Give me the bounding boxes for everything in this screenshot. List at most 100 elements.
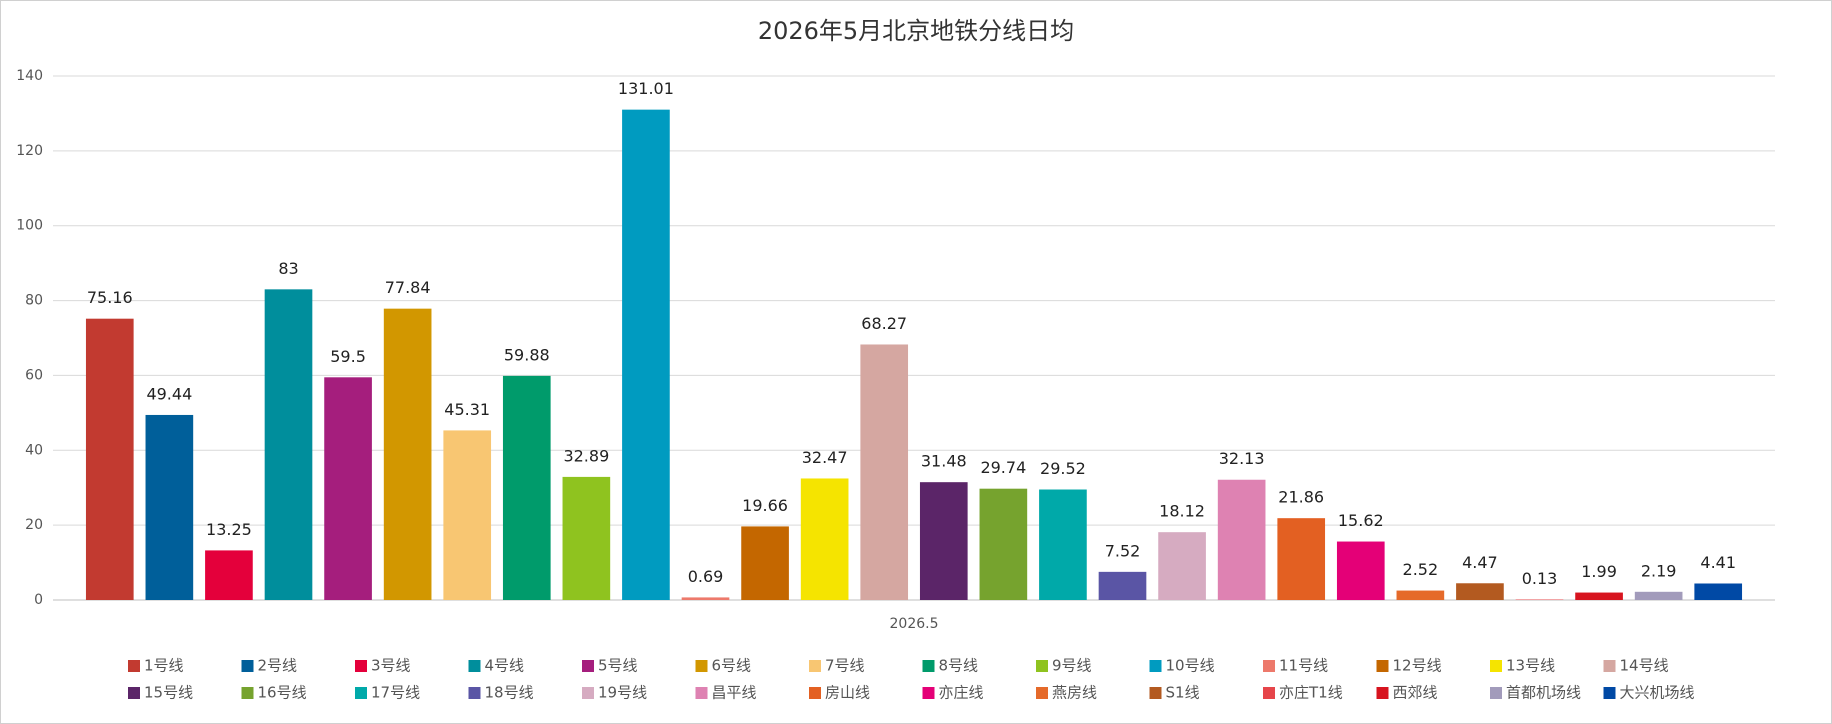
y-tick-label: 100 bbox=[16, 218, 43, 234]
legend-label: 9号线 bbox=[1052, 657, 1092, 675]
legend-swatch bbox=[1490, 660, 1502, 672]
bar bbox=[562, 476, 611, 600]
bar bbox=[264, 289, 313, 600]
y-tick-label: 60 bbox=[25, 367, 43, 383]
bar bbox=[1098, 571, 1147, 600]
legend-label: 15号线 bbox=[144, 684, 193, 702]
legend-label: 18号线 bbox=[485, 684, 534, 702]
legend-swatch bbox=[1603, 687, 1616, 699]
legend-swatch bbox=[695, 687, 708, 699]
legend-swatch bbox=[1263, 687, 1275, 699]
bar bbox=[324, 377, 372, 600]
data-label: 45.31 bbox=[444, 400, 490, 419]
y-tick-label: 120 bbox=[16, 143, 43, 159]
legend-swatch bbox=[241, 687, 254, 699]
bar bbox=[383, 308, 432, 600]
legend-label: 大兴机场线 bbox=[1620, 684, 1695, 702]
legend-label: S1线 bbox=[1166, 684, 1200, 702]
bar bbox=[681, 597, 730, 600]
legend-label: 燕房线 bbox=[1052, 684, 1097, 702]
legend-swatch bbox=[241, 660, 254, 672]
legend-swatch bbox=[1376, 660, 1389, 672]
data-label: 19.66 bbox=[742, 496, 788, 515]
bar bbox=[145, 414, 194, 600]
legend-label: 房山线 bbox=[825, 684, 870, 702]
data-label: 83 bbox=[278, 259, 298, 278]
data-label: 4.41 bbox=[1700, 553, 1736, 572]
x-tick-label: 2026.5 bbox=[890, 616, 939, 632]
data-label: 49.44 bbox=[146, 384, 192, 403]
legend-label: 14号线 bbox=[1620, 657, 1669, 675]
legend-swatch bbox=[1603, 660, 1616, 672]
legend-swatch bbox=[128, 660, 140, 672]
bar bbox=[622, 109, 670, 600]
legend-label: 7号线 bbox=[825, 657, 865, 675]
bar bbox=[1336, 541, 1385, 600]
data-label: 29.74 bbox=[980, 458, 1026, 477]
y-tick-label: 20 bbox=[25, 517, 43, 533]
legend-swatch bbox=[355, 687, 367, 699]
data-label: 32.13 bbox=[1219, 449, 1265, 468]
bar bbox=[1456, 583, 1504, 600]
legend-label: 4号线 bbox=[485, 657, 525, 675]
data-label: 0.69 bbox=[688, 567, 724, 586]
bar bbox=[1039, 489, 1087, 600]
bar bbox=[1694, 583, 1743, 600]
data-label: 32.47 bbox=[802, 448, 848, 467]
legend-swatch bbox=[1263, 660, 1275, 672]
legend-label: 3号线 bbox=[371, 657, 411, 675]
legend-swatch bbox=[922, 687, 935, 699]
legend-swatch bbox=[809, 687, 821, 699]
data-label: 13.25 bbox=[206, 520, 252, 539]
legend-swatch bbox=[468, 660, 481, 672]
legend-label: 首都机场线 bbox=[1506, 684, 1581, 702]
data-label: 29.52 bbox=[1040, 459, 1086, 478]
data-label: 77.84 bbox=[385, 278, 431, 297]
bar bbox=[443, 430, 492, 600]
bar bbox=[85, 318, 134, 600]
bar bbox=[205, 550, 253, 600]
legend-swatch bbox=[1036, 687, 1048, 699]
legend-label: 12号线 bbox=[1393, 657, 1442, 675]
bar bbox=[800, 478, 849, 600]
legend-label: 西郊线 bbox=[1393, 684, 1438, 702]
legend-label: 19号线 bbox=[598, 684, 647, 702]
legend-label: 16号线 bbox=[258, 684, 307, 702]
legend-swatch bbox=[922, 660, 935, 672]
data-label: 68.27 bbox=[861, 314, 907, 333]
legend-label: 8号线 bbox=[939, 657, 979, 675]
y-tick-label: 80 bbox=[25, 293, 43, 309]
legend-swatch bbox=[128, 687, 140, 699]
legend-swatch bbox=[1376, 687, 1389, 699]
data-label: 15.62 bbox=[1338, 511, 1384, 530]
legend-label: 5号线 bbox=[598, 657, 638, 675]
bar bbox=[1277, 518, 1326, 600]
y-tick-label: 140 bbox=[16, 68, 43, 84]
legend-swatch bbox=[695, 660, 708, 672]
y-tick-label: 40 bbox=[25, 442, 43, 458]
data-label: 32.89 bbox=[563, 446, 609, 465]
data-label: 75.16 bbox=[87, 288, 133, 307]
legend-swatch bbox=[1490, 687, 1502, 699]
legend-label: 昌平线 bbox=[712, 684, 757, 702]
data-label: 0.13 bbox=[1522, 569, 1558, 588]
data-label: 59.5 bbox=[330, 347, 366, 366]
legend-label: 亦庄T1线 bbox=[1279, 684, 1343, 702]
bar bbox=[1634, 591, 1683, 600]
data-label: 131.01 bbox=[618, 79, 674, 98]
data-label: 2.19 bbox=[1641, 561, 1677, 580]
legend-label: 11号线 bbox=[1279, 657, 1328, 675]
legend-swatch bbox=[1149, 687, 1162, 699]
data-label: 31.48 bbox=[921, 452, 967, 471]
bar bbox=[1217, 479, 1266, 600]
bar bbox=[1158, 532, 1206, 600]
legend-swatch bbox=[582, 687, 594, 699]
data-label: 7.52 bbox=[1105, 541, 1141, 560]
bar bbox=[979, 488, 1028, 600]
legend-swatch bbox=[468, 687, 481, 699]
bar bbox=[860, 344, 909, 600]
legend-label: 13号线 bbox=[1506, 657, 1555, 675]
chart-title: 2026年5月北京地铁分线日均 bbox=[758, 17, 1074, 45]
legend-label: 10号线 bbox=[1166, 657, 1215, 675]
legend-swatch bbox=[809, 660, 821, 672]
